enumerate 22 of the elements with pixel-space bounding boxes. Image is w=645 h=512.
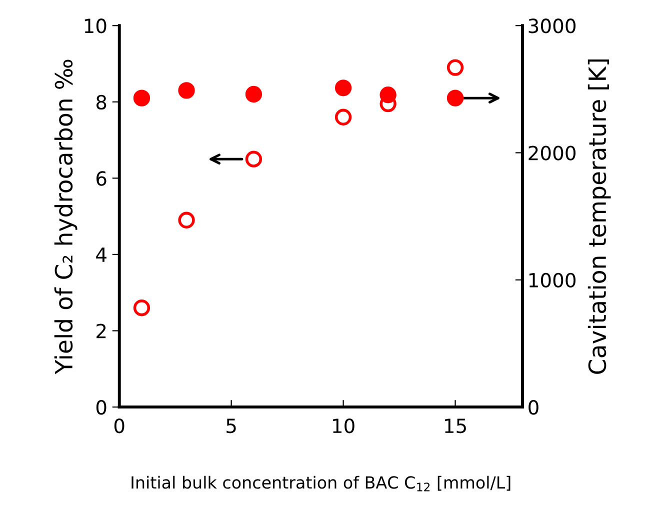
point (178, 212, 195, 228)
point (133, 300, 150, 316)
x-tick-label: 10 (333, 418, 354, 434)
y2-tick-label: 0 (528, 400, 538, 415)
y2-tick-label: 1000 (529, 272, 576, 288)
y-tick-label: 8 (96, 94, 106, 110)
x-tick-label: 5 (226, 418, 236, 434)
y2-tick-label: 3000 (528, 18, 576, 34)
x-axis-title: Initial bulk concentration of BAC C$_{12}$ [mmol/L] (132, 476, 510, 492)
y-tick-label: 4 (96, 248, 106, 262)
y-tick-label: 6 (96, 171, 106, 186)
point (334, 108, 352, 126)
point (446, 59, 464, 76)
y-tick-label: 0 (96, 400, 106, 415)
y-tick-label: 10 (84, 18, 106, 34)
y2-tick-label: 2000 (528, 146, 576, 160)
y2-axis-title: Cavitation temperature [K] (588, 59, 611, 374)
y-axis-title: Yield of C₂ hydrocarbon ‰ (54, 60, 78, 374)
x-tick-label: 0 (114, 418, 124, 434)
point (245, 150, 262, 168)
y-tick-label: 2 (96, 324, 106, 338)
x-tick-label: 15 (445, 418, 466, 434)
